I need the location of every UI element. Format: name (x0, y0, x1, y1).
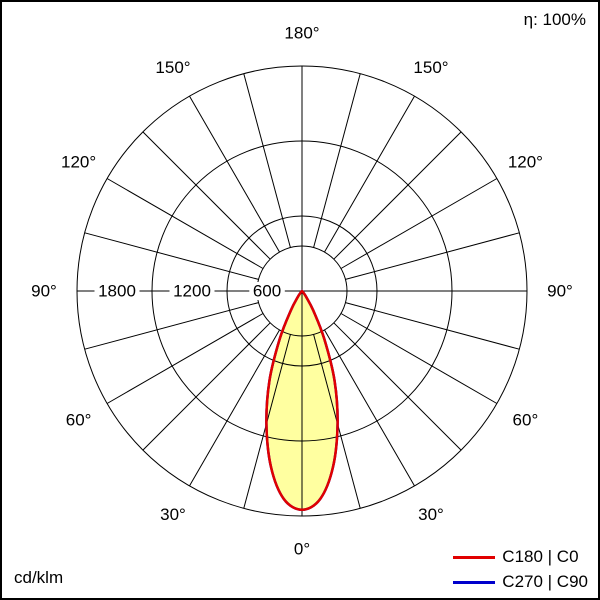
polar-grid (76, 65, 528, 517)
angle-label: 90° (547, 282, 573, 301)
legend: C180 | C0 C270 | C90 (453, 547, 588, 592)
angle-label: 60° (513, 411, 539, 430)
ring-label-bg (249, 282, 285, 300)
grid-spoke (345, 232, 520, 280)
grid-spoke (340, 178, 498, 269)
legend-line-blue-icon (453, 580, 496, 584)
legend-line-red-icon (453, 555, 496, 559)
grid-spoke (333, 131, 462, 260)
ring-label-bg (94, 282, 140, 300)
angle-labels: 0° 30° 30° 60° 60° 90° 90° 120° 120° 150° 150° 180° (31, 24, 573, 559)
grid-spoke (324, 95, 415, 253)
legend-item-c90: C270 | C90 (453, 572, 588, 592)
c180-c0-curve (265, 289, 339, 512)
ring-label-600: 600 (253, 282, 281, 301)
angle-label: 90° (31, 282, 57, 301)
angle-label: 150° (413, 58, 448, 77)
angle-label: 0° (294, 540, 310, 559)
angle-label: 180° (284, 24, 319, 43)
grid-spoke (333, 322, 462, 451)
efficiency-label: η: 100% (523, 10, 586, 29)
legend-label-c0: C180 | C0 (502, 547, 579, 566)
ring-label-1800: 1800 (98, 282, 136, 301)
grid-spoke (84, 232, 259, 280)
grid-spoke (324, 329, 415, 487)
grid-spoke (243, 73, 291, 248)
grid-spoke (340, 313, 498, 404)
legend-label-c90: C270 | C90 (502, 572, 588, 591)
legend-item-c0: C180 | C0 (453, 547, 588, 567)
ring-label-1200: 1200 (173, 282, 211, 301)
grid-spoke (142, 322, 271, 451)
grid-spoke (189, 329, 280, 487)
grid-spoke (189, 95, 280, 253)
angle-label: 120° (508, 153, 543, 172)
angle-label: 30° (418, 505, 444, 524)
ring-labels: 600 1200 1800 (94, 282, 285, 301)
grid-spoke (345, 302, 520, 350)
angle-label: 30° (160, 505, 186, 524)
ring-label-bg (169, 282, 215, 300)
grid-spoke (84, 302, 259, 350)
angle-label: 150° (155, 58, 190, 77)
grid-spoke (313, 73, 361, 248)
grid-spoke (142, 131, 271, 260)
grid-spoke (106, 313, 264, 404)
unit-label: cd/klm (14, 568, 64, 587)
angle-label: 120° (61, 153, 96, 172)
angle-label: 60° (66, 411, 92, 430)
grid-spoke (106, 178, 264, 269)
